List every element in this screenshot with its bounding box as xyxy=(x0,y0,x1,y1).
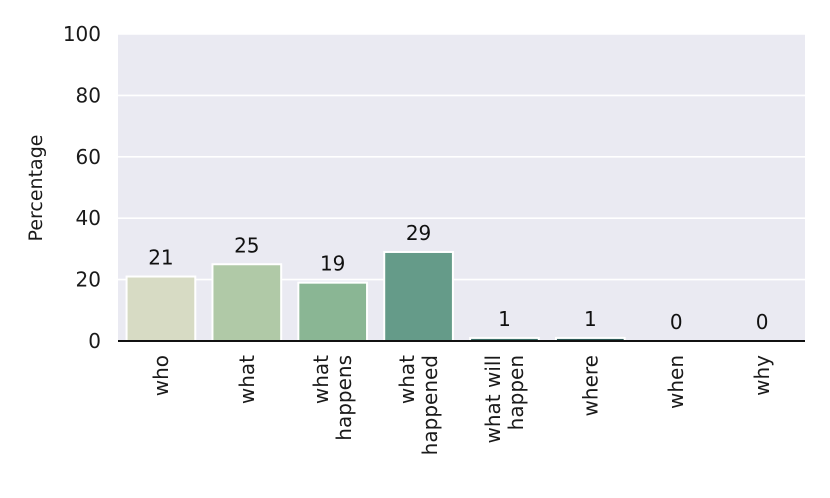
x-tick-label-line: what will xyxy=(481,355,505,444)
x-tick-label-line: what xyxy=(309,355,333,404)
data-labels: 21 25 19 29 1 1 0 0 xyxy=(148,221,768,334)
bar xyxy=(125,275,197,342)
data-label: 1 xyxy=(584,307,597,331)
x-tick-label-line: why xyxy=(750,355,774,396)
x-tick-label: who xyxy=(149,355,173,396)
bar xyxy=(383,250,454,342)
data-label: 21 xyxy=(148,246,173,270)
y-tick-label: 0 xyxy=(88,329,101,353)
x-tick-label-line: where xyxy=(578,355,602,416)
x-tick-label: what happens xyxy=(309,355,356,441)
x-tick-label-line: who xyxy=(149,355,173,396)
y-tick-label: 60 xyxy=(76,145,101,169)
x-tick-label-line: when xyxy=(664,355,688,409)
x-tick-label: what xyxy=(235,355,259,404)
y-tick-labels: 0 20 40 60 80 100 xyxy=(63,22,101,353)
data-label: 29 xyxy=(406,221,431,245)
bar xyxy=(297,281,369,343)
y-tick-label: 40 xyxy=(76,206,101,230)
x-tick-label-line: happen xyxy=(504,355,528,430)
bars xyxy=(125,250,626,343)
x-tick-labels: who what what happens what happened what will h… xyxy=(149,355,774,455)
x-tick-label: where xyxy=(578,355,602,416)
y-tick-label: 80 xyxy=(76,83,101,107)
data-label: 19 xyxy=(320,252,345,276)
x-tick-label: when xyxy=(664,355,688,409)
x-tick-label-line: what xyxy=(235,355,259,404)
data-label: 0 xyxy=(756,310,769,334)
bar xyxy=(211,263,283,342)
y-tick-label: 20 xyxy=(76,268,101,292)
y-tick-label: 100 xyxy=(63,22,101,46)
x-tick-label: what happened xyxy=(395,355,442,455)
y-axis-label: Percentage xyxy=(25,135,47,242)
x-tick-label-line: happened xyxy=(418,355,442,455)
data-label: 25 xyxy=(234,233,259,257)
x-tick-label-line: what xyxy=(395,355,419,404)
data-label: 0 xyxy=(670,310,683,334)
x-tick-label-line: happens xyxy=(332,355,356,441)
data-label: 1 xyxy=(498,307,511,331)
x-tick-label: why xyxy=(750,355,774,396)
x-tick-label: what will happen xyxy=(481,355,528,444)
